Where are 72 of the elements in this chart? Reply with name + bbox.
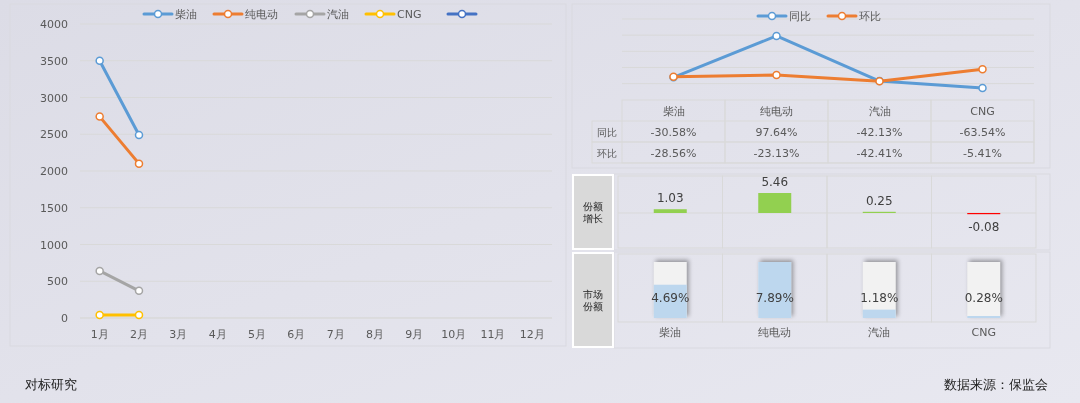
legend-label: 纯电动 (245, 8, 278, 21)
x-tick-label: 8月 (366, 328, 384, 341)
x-tick-label: 12月 (519, 328, 545, 341)
legend-label: 汽油 (327, 8, 349, 21)
x-tick-label: 10月 (441, 328, 467, 341)
data-label: 1.18% (860, 291, 899, 305)
point (95, 310, 104, 320)
point (134, 130, 144, 140)
x-tick-label: 7月 (326, 328, 345, 341)
legend-label: 柴油 (175, 8, 197, 21)
x-tick-label: 纯电动 (758, 326, 792, 339)
data-label: 5.46 (761, 175, 789, 189)
data-label: -28.56% (650, 146, 697, 160)
y-tick-label: 2500 (40, 128, 68, 142)
data-label: 1.03 (656, 191, 684, 206)
x-tick-label: 5月 (248, 328, 266, 341)
x-tick-label: 汽油 (868, 326, 891, 339)
legend-label: 环比 (859, 10, 881, 23)
legend-label: CNG (397, 8, 422, 21)
point (95, 112, 104, 121)
point (95, 266, 104, 276)
point (95, 56, 104, 65)
point (978, 83, 987, 93)
data-label: 0.25 (865, 194, 893, 209)
y-tick-label: 1500 (40, 201, 68, 215)
bar (653, 209, 687, 213)
data-label: 7.89% (755, 291, 794, 305)
data-label: 4.69% (651, 291, 690, 305)
y-tick-label: 2000 (40, 165, 68, 178)
data-label: -30.58% (650, 125, 697, 139)
data-label: -23.13% (753, 146, 800, 160)
x-tick-label: 3月 (169, 328, 188, 341)
y-tick-label: 3500 (40, 54, 68, 68)
point (134, 159, 144, 168)
x-tick-label: 1月 (90, 328, 109, 341)
data-label: 97.64% (755, 125, 798, 139)
bar (862, 309, 896, 318)
point (134, 286, 144, 296)
point (978, 64, 987, 74)
point (134, 310, 144, 320)
y-axis-title: 份额增长 (582, 201, 603, 224)
source-note: 数据来源：保监会 (944, 377, 1048, 392)
data-label: -5.41% (963, 146, 1002, 160)
bar (758, 193, 792, 213)
data-label: -42.13% (856, 125, 903, 139)
data-label: 0.28% (964, 291, 1003, 305)
data-label: -0.08 (968, 220, 1000, 234)
y-tick-label: 500 (47, 275, 68, 289)
y-tick-label: 1000 (40, 238, 68, 252)
point (772, 70, 781, 80)
category-label: CNG (970, 104, 995, 118)
data-label: -42.41% (856, 146, 903, 160)
x-tick-label: 柴油 (659, 326, 682, 339)
x-tick-label: 11月 (480, 328, 506, 341)
data-label: -63.54% (959, 125, 1006, 139)
text: 环比 (597, 147, 617, 159)
y-axis-title: 市场份额 (583, 289, 603, 312)
text: 同比 (597, 126, 617, 138)
legend-label: 同比 (789, 10, 811, 23)
y-tick-label: 4000 (40, 18, 68, 31)
x-tick-label: 9月 (405, 328, 424, 341)
x-tick-label: 2月 (130, 328, 148, 341)
category-label: 汽油 (868, 104, 891, 118)
category-label: 柴油 (662, 104, 685, 118)
x-tick-label: 4月 (208, 328, 227, 341)
point (772, 31, 781, 41)
text: 对标研究 (25, 377, 77, 392)
y-tick-label: 0 (61, 312, 68, 325)
x-tick-label: CNG (971, 326, 996, 339)
y-tick-label: 3000 (40, 91, 68, 105)
x-tick-label: 6月 (287, 328, 306, 341)
category-label: 纯电动 (760, 104, 793, 118)
